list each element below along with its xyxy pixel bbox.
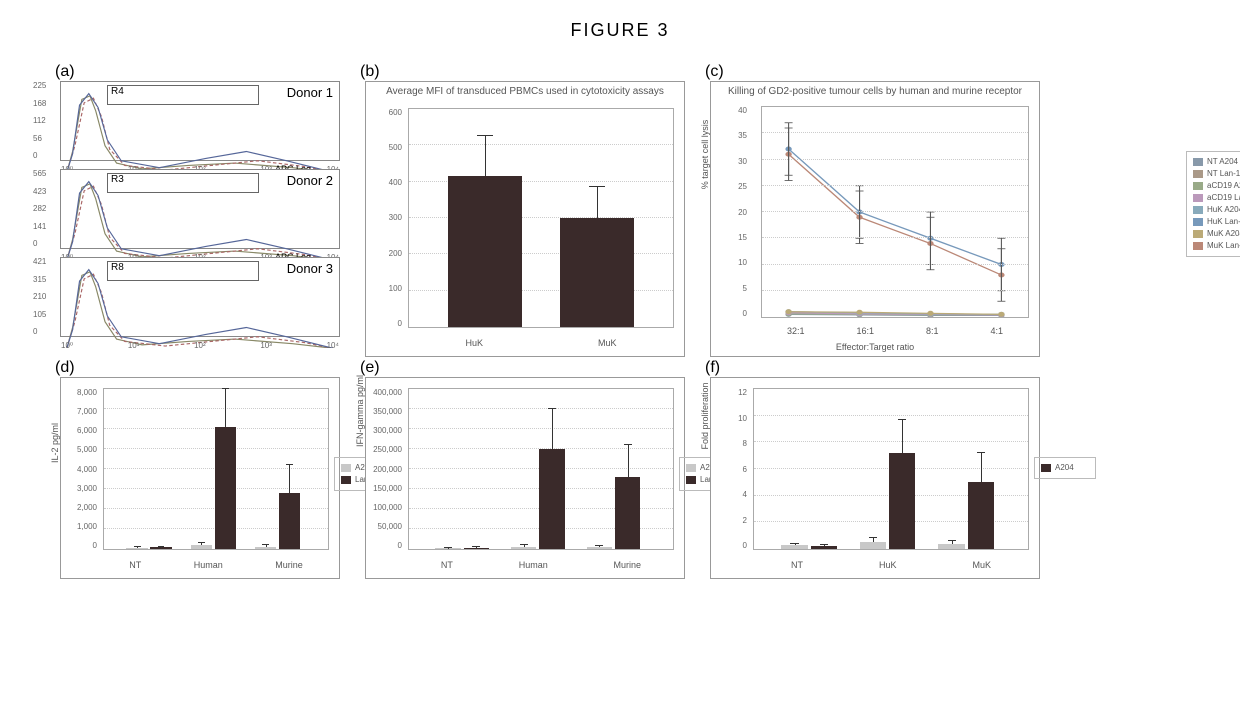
panel-e-plot	[408, 388, 674, 550]
panel-c-svg	[762, 107, 1028, 317]
hist-xaxis: 10⁰10¹10²10³10⁴	[61, 341, 339, 350]
bar	[255, 547, 277, 549]
x-category: MuK	[972, 560, 991, 570]
panel-a: (a) 225168112560 R4 Donor 1 10⁰10¹10²10³…	[60, 81, 340, 357]
panel-c-yaxis: 4035302520151050	[711, 106, 751, 318]
legend-item: NT Lan-1	[1193, 168, 1240, 180]
panel-b-title: Average MFI of transduced PBMCs used in …	[366, 82, 684, 99]
panel-e: (e) IFN-gamma pg/ml 400,000350,000300,00…	[365, 377, 685, 579]
x-category: Murine	[275, 560, 303, 570]
legend-item: NT A204	[1193, 156, 1240, 168]
bar	[435, 548, 460, 549]
x-category: HuK	[879, 560, 897, 570]
panel-b-label: (b)	[360, 63, 380, 81]
legend-item: MuK Lan-1	[1193, 240, 1240, 252]
panel-c-chart: Killing of GD2-positive tumour cells by …	[710, 81, 1040, 357]
panel-c-label: (c)	[705, 63, 724, 81]
panel-c-plot	[761, 106, 1029, 318]
panel-c-xaxis: 32:1 16:1 8:1 4:1	[761, 326, 1029, 336]
bar	[560, 218, 634, 327]
bar	[448, 176, 522, 327]
x-category: 8:1	[926, 326, 939, 336]
panel-e-ylabel: IFN-gamma pg/ml	[355, 375, 365, 447]
hist-svg	[61, 170, 339, 260]
bar	[889, 453, 915, 549]
bar	[279, 493, 301, 549]
legend-item: A204	[1041, 462, 1089, 474]
panel-b-yaxis: 6005004003002001000	[366, 108, 406, 328]
x-category: 32:1	[787, 326, 805, 336]
bar	[587, 547, 612, 549]
bar	[191, 545, 213, 549]
bar	[968, 482, 994, 549]
bar	[811, 546, 837, 549]
hist-yticks: 4213152101050	[33, 258, 46, 336]
panel-d: (d) IL-2 pg/ml 8,0007,0006,0005,0004,000…	[60, 377, 340, 579]
bar	[539, 449, 564, 549]
panel-f-legend: A204	[1034, 457, 1096, 479]
panel-c-title: Killing of GD2-positive tumour cells by …	[711, 82, 1039, 99]
panel-c-ylabel: % target cell lysis	[700, 120, 710, 190]
panel-d-yaxis: 8,0007,0006,0005,0004,0003,0002,0001,000…	[61, 388, 101, 550]
hist-svg	[61, 82, 339, 172]
panel-f-plot	[753, 388, 1029, 550]
bar	[511, 547, 536, 549]
bar	[464, 548, 489, 549]
histogram: 225168112560 R4 Donor 1 10⁰10¹10²10³10⁴ …	[60, 81, 340, 161]
panel-f-label: (f)	[705, 359, 720, 377]
x-category: Murine	[614, 560, 642, 570]
legend-item: aCD19 Lan-1	[1193, 192, 1240, 204]
bar	[938, 544, 964, 549]
hist-svg	[61, 258, 339, 348]
panel-f: (f) Fold proliferation 121086420 NTHuKMu…	[710, 377, 1040, 579]
panel-f-xaxis: NT HuK MuK	[753, 560, 1029, 570]
bar	[781, 545, 807, 549]
panel-d-label: (d)	[55, 359, 75, 377]
panel-e-chart: IFN-gamma pg/ml 400,000350,000300,000250…	[365, 377, 685, 579]
x-category: NT	[129, 560, 141, 570]
figure-grid: (a) 225168112560 R4 Donor 1 10⁰10¹10²10³…	[20, 81, 1220, 579]
legend-item: HuK A204	[1193, 204, 1240, 216]
panel-d-plot	[103, 388, 329, 550]
legend-item: aCD19 A204	[1193, 180, 1240, 192]
panel-e-xaxis: NT Human Murine	[408, 560, 674, 570]
panel-f-yaxis: 121086420	[711, 388, 751, 550]
legend-item: HuK Lan-1	[1193, 216, 1240, 228]
x-category: Human	[194, 560, 223, 570]
panel-b-plot	[408, 108, 674, 328]
legend-item: MuK A204	[1193, 228, 1240, 240]
bar	[215, 427, 237, 549]
hist-yticks: 5654232821410	[33, 170, 46, 248]
x-category: HuK	[465, 338, 483, 348]
panel-d-xaxis: NT Human Murine	[103, 560, 329, 570]
panel-f-ylabel: Fold proliferation	[700, 382, 710, 449]
panel-b-chart: Average MFI of transduced PBMCs used in …	[365, 81, 685, 357]
figure-title: FIGURE 3	[20, 20, 1220, 41]
panel-b: (b) Average MFI of transduced PBMCs used…	[365, 81, 685, 357]
x-category: Human	[519, 560, 548, 570]
panel-d-ylabel: IL-2 pg/ml	[50, 423, 60, 463]
bar	[126, 548, 148, 549]
panel-c-legend: NT A204NT Lan-1aCD19 A204aCD19 Lan-1HuK …	[1186, 151, 1240, 257]
x-category: 16:1	[856, 326, 874, 336]
panel-f-chart: Fold proliferation 121086420 NTHuKMuK	[710, 377, 1040, 579]
x-category: NT	[441, 560, 453, 570]
hist-yticks: 225168112560	[33, 82, 46, 160]
panel-e-yaxis: 400,000350,000300,000250,000200,000150,0…	[366, 388, 406, 550]
bar	[860, 542, 886, 549]
panel-b-xaxis: HuK MuK	[408, 338, 674, 348]
histogram: 4213152101050 R8 Donor 3 10⁰10¹10²10³10⁴	[60, 257, 340, 337]
panel-c-xlabel: Effector:Target ratio	[711, 342, 1039, 352]
panel-c: (c) Killing of GD2-positive tumour cells…	[710, 81, 1180, 357]
bar	[150, 547, 172, 549]
x-category: NT	[791, 560, 803, 570]
panel-a-label: (a)	[55, 63, 75, 81]
panel-d-chart: IL-2 pg/ml 8,0007,0006,0005,0004,0003,00…	[60, 377, 340, 579]
histogram: 5654232821410 R3 Donor 2 10⁰10¹10²10³10⁴…	[60, 169, 340, 249]
bar	[615, 477, 640, 549]
x-category: MuK	[598, 338, 617, 348]
x-category: 4:1	[990, 326, 1003, 336]
